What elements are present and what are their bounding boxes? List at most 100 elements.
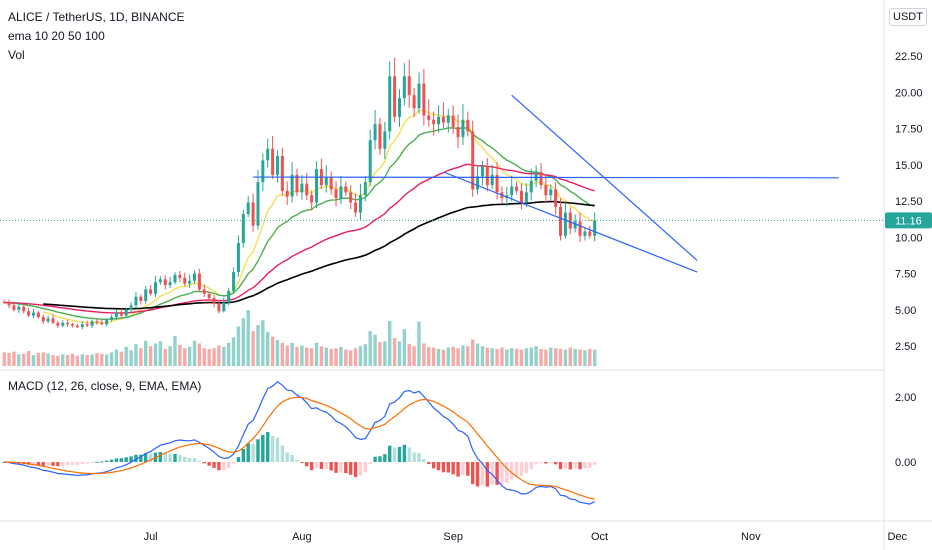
candle-body	[480, 166, 484, 177]
macd-histogram-bar	[553, 462, 558, 465]
macd-histogram-bar	[397, 446, 402, 462]
volume-bar	[446, 347, 450, 366]
candle	[241, 209, 245, 248]
candle-body	[344, 186, 348, 193]
candle	[476, 165, 480, 195]
candle-body	[412, 95, 416, 109]
volume-bar	[163, 348, 167, 366]
macd-histogram-bar	[353, 462, 358, 477]
candle-body	[217, 303, 221, 312]
macd-histogram-bar	[505, 462, 509, 483]
candle	[56, 320, 60, 328]
macd-tick-label: 0.00	[895, 457, 916, 469]
volume-bar	[256, 325, 260, 366]
volume-bar	[314, 342, 319, 366]
macd-histogram-bar	[163, 453, 167, 462]
candle	[471, 120, 475, 197]
macd-histogram-bar	[217, 462, 221, 471]
macd-histogram-bar	[519, 462, 524, 476]
candle-body	[271, 148, 275, 175]
candle-body	[90, 321, 94, 326]
candle-body	[559, 206, 563, 236]
candle	[324, 165, 328, 193]
volume-bar	[109, 352, 114, 366]
macd-histogram-bar	[197, 460, 202, 462]
candle-body	[461, 119, 465, 138]
candle-body	[275, 156, 279, 175]
volume-bar	[207, 348, 211, 366]
candle-body	[563, 212, 567, 236]
trendlines[interactable]	[253, 94, 839, 273]
candle-body	[456, 127, 460, 138]
candle-body	[71, 324, 75, 326]
ema-indicator-label[interactable]: ema 10 20 50 100	[8, 29, 105, 43]
candle	[251, 193, 255, 232]
candle	[207, 291, 211, 301]
symbol-title[interactable]: ALICE / TetherUS, 1D, BINANCE	[8, 10, 185, 24]
macd-histogram-bar	[192, 458, 197, 462]
volume-bar	[295, 346, 299, 366]
volume-bar	[466, 346, 470, 366]
candle-body	[295, 174, 299, 193]
macd-histogram-bar	[456, 462, 460, 477]
macd-histogram-bar	[422, 458, 426, 462]
macd-histogram-bar	[534, 462, 538, 465]
candle	[485, 158, 489, 192]
price-tick-label: 17.50	[895, 124, 923, 136]
currency-badge[interactable]: USDT	[889, 8, 927, 26]
candle	[41, 314, 45, 325]
candle-body	[153, 282, 157, 294]
macd-histogram-bar	[90, 462, 94, 463]
wedge-upper-line	[511, 94, 698, 261]
macd-histogram-bar	[256, 439, 260, 462]
candle	[456, 114, 460, 148]
candle-body	[2, 301, 6, 303]
volume-bar	[217, 345, 221, 366]
candle-body	[339, 186, 343, 199]
candle-body	[41, 317, 45, 322]
macd-histogram-bar	[251, 443, 255, 462]
candle-body	[451, 115, 455, 128]
candle	[422, 68, 426, 126]
candle	[319, 158, 323, 189]
volume-bar	[519, 349, 524, 366]
volume-bar	[480, 346, 485, 366]
macd-indicator-label[interactable]: MACD (12, 26, close, 9, EMA, EMA)	[8, 379, 202, 393]
macd-histogram-bar	[412, 452, 416, 462]
candle-body	[519, 190, 523, 203]
candle-body	[427, 115, 431, 120]
candle-body	[315, 169, 319, 203]
candle	[168, 276, 172, 289]
candle-body	[149, 289, 153, 294]
volume-bar	[470, 339, 475, 366]
candle	[334, 181, 338, 207]
candle	[524, 182, 528, 208]
macd-histogram-bar	[475, 462, 480, 487]
macd-histogram-bar	[329, 462, 333, 471]
volume-bar	[305, 347, 309, 366]
candle	[339, 175, 343, 204]
macd-histogram-bar	[309, 462, 314, 471]
macd-histogram-bar	[41, 462, 45, 466]
ema-lines	[4, 109, 595, 324]
volume-bar	[383, 341, 387, 366]
candle-body	[51, 318, 55, 323]
candle-body	[305, 183, 309, 196]
macd-line	[4, 380, 595, 505]
candle	[554, 182, 558, 215]
candle-body	[246, 202, 250, 215]
volume-bar	[451, 346, 455, 366]
volume-bar	[422, 343, 426, 366]
candle	[539, 162, 543, 189]
volume-bar	[222, 346, 226, 366]
volume-indicator-label[interactable]: Vol	[8, 48, 25, 62]
candle	[129, 302, 133, 313]
macd-histogram-bar	[285, 452, 289, 462]
candle	[7, 299, 11, 309]
macd-histogram-bar	[378, 456, 382, 462]
macd-histogram-bar	[588, 462, 592, 468]
candle	[173, 272, 177, 285]
candle	[549, 184, 553, 201]
candle-body	[578, 221, 582, 236]
